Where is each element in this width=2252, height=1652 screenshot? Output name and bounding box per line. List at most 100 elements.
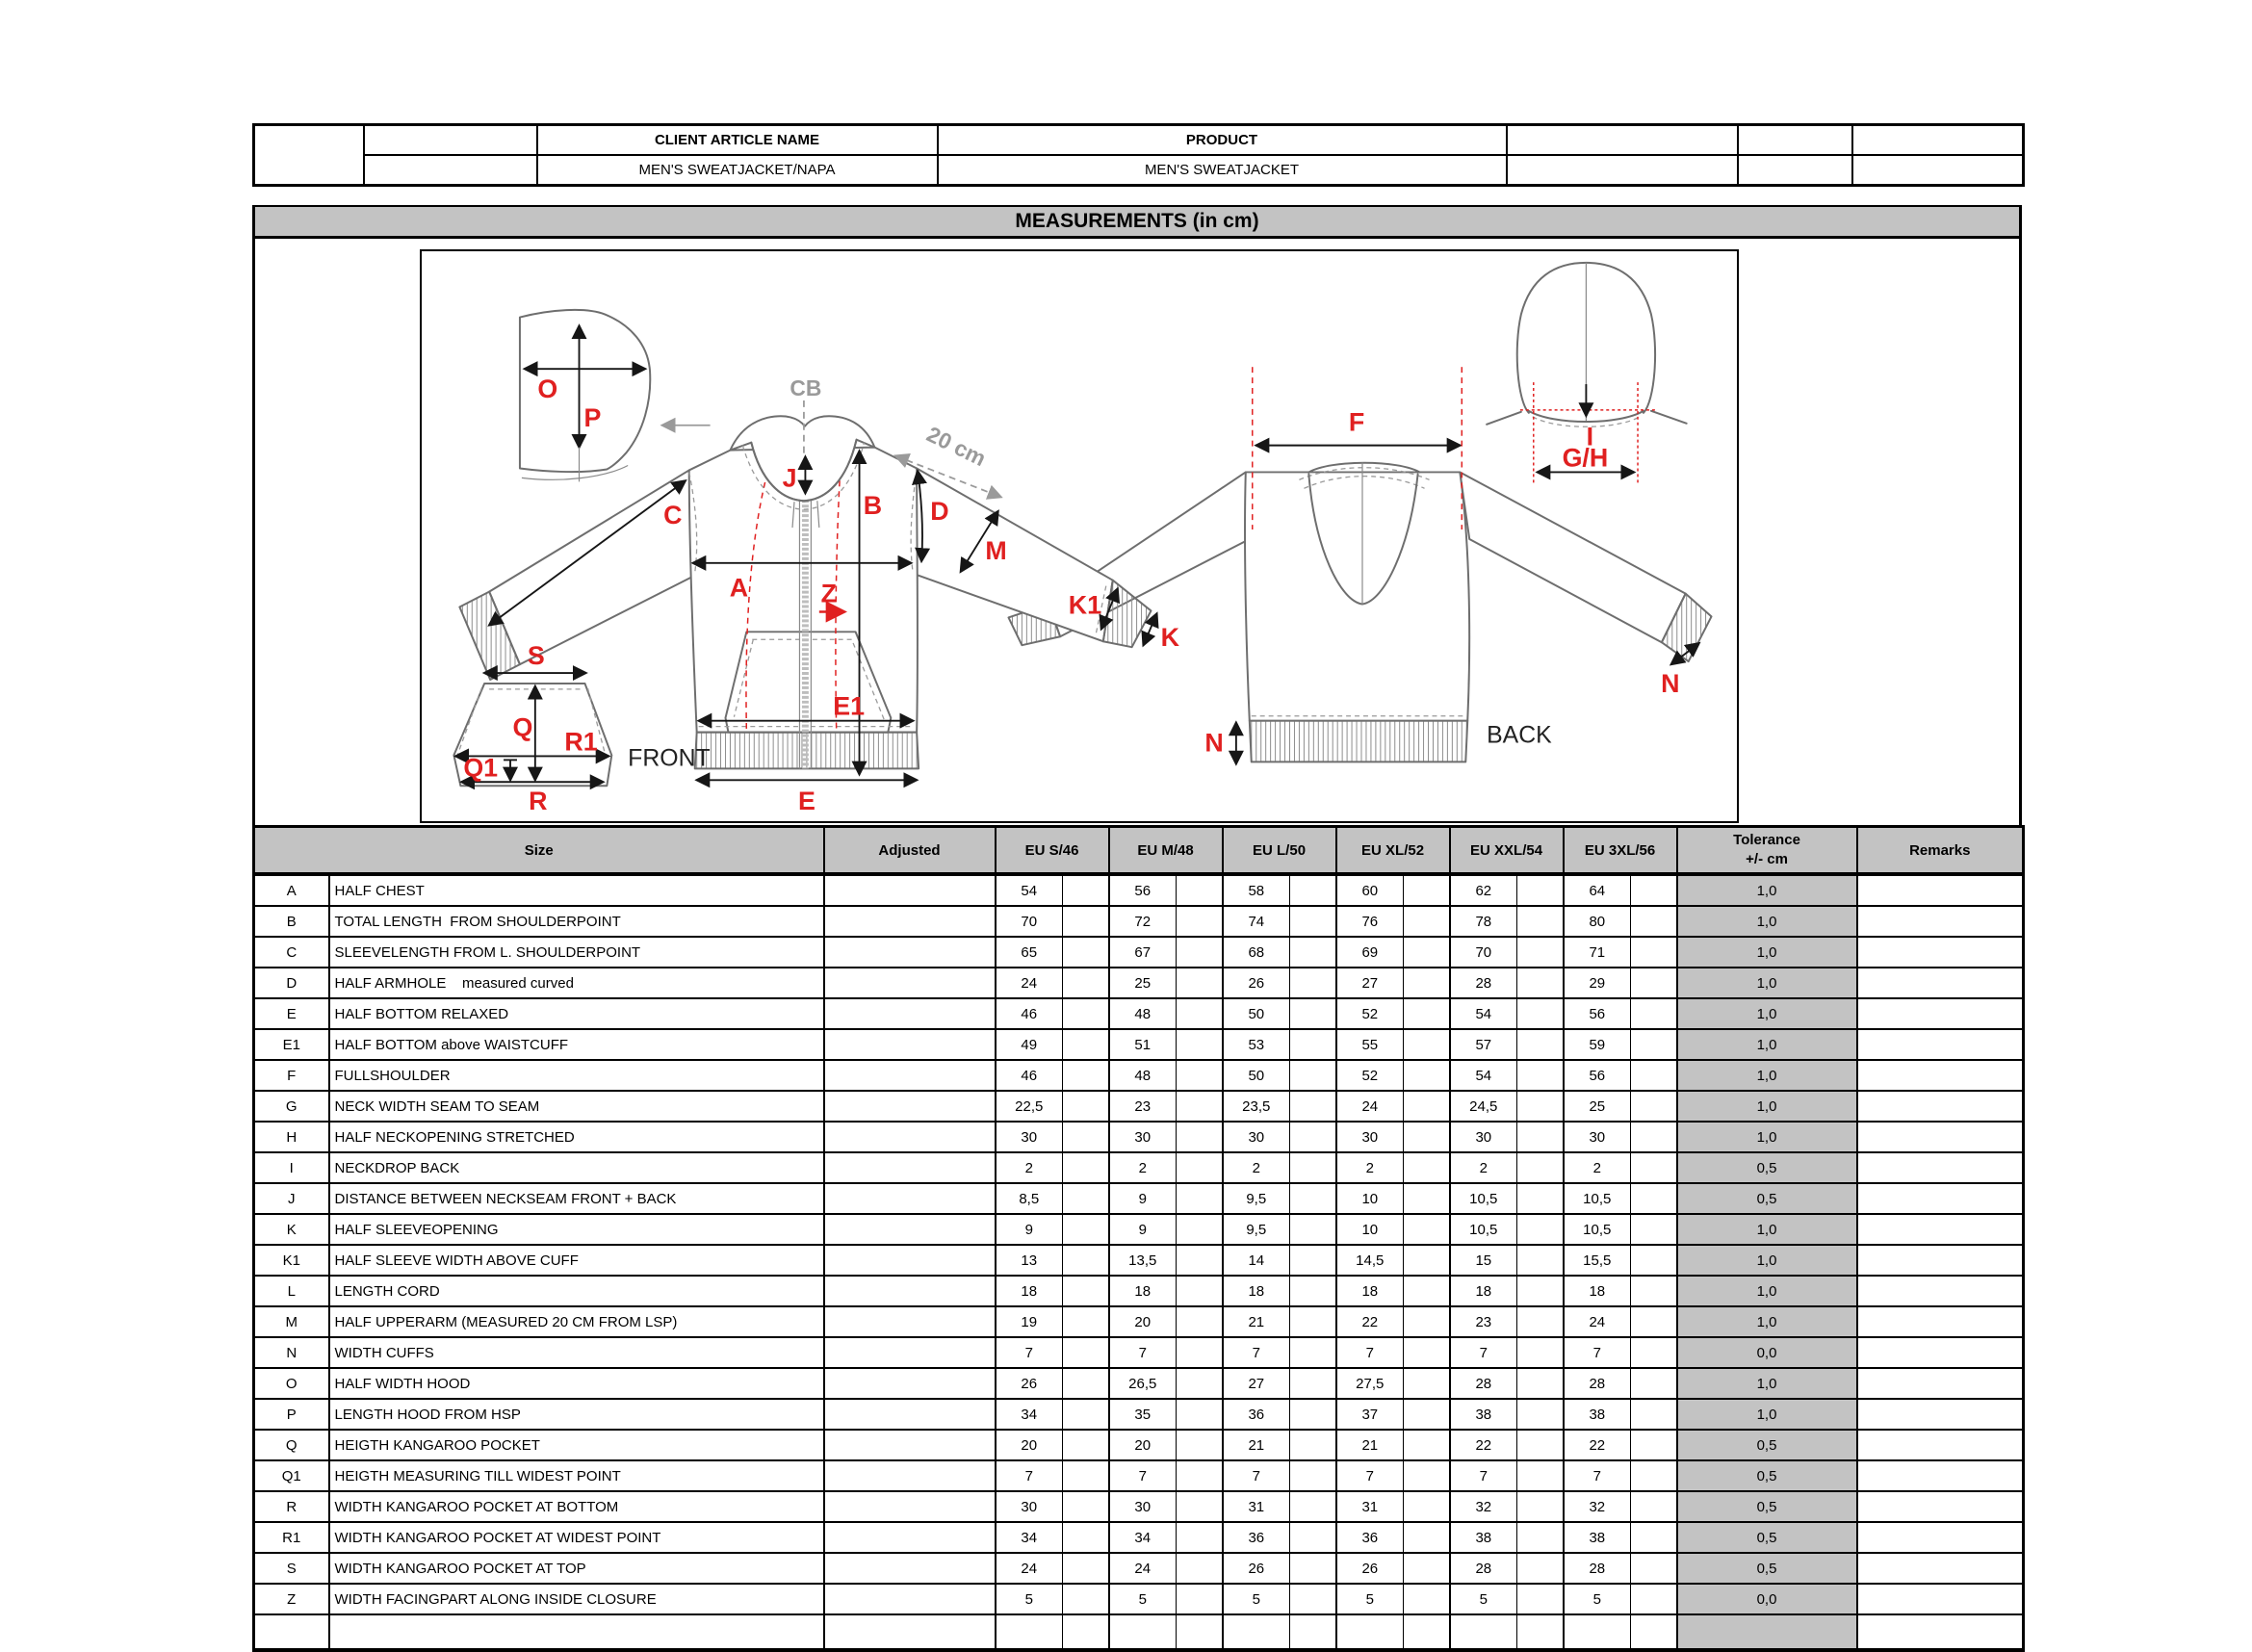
size-sub-cell xyxy=(1630,967,1678,999)
size-value-cell: 54 xyxy=(1448,997,1518,1030)
tolerance-column-header: Tolerance +/- cm xyxy=(1675,825,1858,876)
label-I: I xyxy=(1587,423,1593,452)
size-sub-cell xyxy=(1062,905,1110,938)
size-sub-cell xyxy=(1289,967,1337,999)
size-value-cell: 65 xyxy=(994,936,1064,968)
measurement-row-I: I NECKDROP BACK 2 2 2 2 2 2 0,5 xyxy=(252,1151,2025,1184)
size-sub-cell xyxy=(1176,1336,1224,1369)
size-sub-cell xyxy=(1630,1213,1678,1246)
client-article-name-header: CLIENT ARTICLE NAME xyxy=(535,123,939,156)
size-value-cell: 76 xyxy=(1334,905,1405,938)
measurement-row-M: M HALF UPPERARM (MEASURED 20 CM FROM LSP)… xyxy=(252,1305,2025,1338)
size-sub-cell xyxy=(1289,997,1337,1030)
row-code: P xyxy=(252,1398,330,1431)
size-sub-cell xyxy=(1516,1090,1565,1123)
size-sub-cell xyxy=(1630,1028,1678,1061)
measurement-row-R: R WIDTH KANGAROO POCKET AT BOTTOM 30 30 31 31… xyxy=(252,1490,2025,1523)
size-sub-cell xyxy=(1516,1151,1565,1184)
size-sub-cell xyxy=(1630,997,1678,1030)
size-sub-cell xyxy=(1062,873,1110,907)
row-description: WIDTH FACINGPART ALONG INSIDE CLOSURE xyxy=(327,1583,825,1615)
tolerance-cell: 1,0 xyxy=(1675,1275,1858,1307)
size-value-cell: 28 xyxy=(1448,1552,1518,1585)
size-sub-cell xyxy=(1176,1521,1224,1554)
size-sub-cell xyxy=(1630,1305,1678,1338)
size-value-cell: 7 xyxy=(1562,1459,1632,1492)
label-cb: CB xyxy=(789,375,821,400)
size-value-cell: 14 xyxy=(1221,1244,1291,1277)
tolerance-cell: 0,5 xyxy=(1675,1429,1858,1461)
tolerance-cell: 1,0 xyxy=(1675,967,1858,999)
product-value: MEN'S SWEATJACKET xyxy=(936,154,1508,187)
size-sub-cell xyxy=(1176,1490,1224,1523)
size-sub-cell xyxy=(1176,1213,1224,1246)
size-sub-cell xyxy=(1289,1398,1337,1431)
top-cell-empty xyxy=(1505,154,1739,187)
size-value-cell: 30 xyxy=(1334,1121,1405,1153)
size-sub-cell xyxy=(1062,1244,1110,1277)
size-value-cell: 21 xyxy=(1221,1305,1291,1338)
size-sub-cell xyxy=(1176,1305,1224,1338)
adjusted-cell xyxy=(822,1490,997,1523)
remarks-cell xyxy=(1855,1336,2025,1369)
size-value-cell: 5 xyxy=(1448,1583,1518,1615)
size-sub-cell xyxy=(1062,1429,1110,1461)
adjusted-cell xyxy=(822,1090,997,1123)
size-value-cell: 70 xyxy=(994,905,1064,938)
size-sub-cell xyxy=(1630,1398,1678,1431)
size-value-cell: 26 xyxy=(1334,1552,1405,1585)
row-code: C xyxy=(252,936,330,968)
label-front: FRONT xyxy=(628,745,711,771)
size-sub-cell xyxy=(1289,1151,1337,1184)
size-sub-cell xyxy=(1630,1429,1678,1461)
size-value-cell: 7 xyxy=(1107,1336,1178,1369)
remarks-cell xyxy=(1855,1367,2025,1400)
adjusted-cell xyxy=(822,1213,997,1246)
size-value-cell: 2 xyxy=(1448,1151,1518,1184)
adjusted-cell xyxy=(822,1059,997,1092)
size-value-cell xyxy=(1334,1613,1405,1652)
top-header-row: CLIENT ARTICLE NAME PRODUCT xyxy=(252,123,2025,187)
row-description: HALF ARMHOLE measured curved xyxy=(327,967,825,999)
label-E1: E1 xyxy=(833,692,865,721)
size-value-cell: 28 xyxy=(1562,1552,1632,1585)
size-value-cell: 30 xyxy=(1562,1121,1632,1153)
size-value-cell: 15 xyxy=(1448,1244,1518,1277)
size-sub-cell xyxy=(1516,1244,1565,1277)
size-value-cell: 7 xyxy=(1562,1336,1632,1369)
size-sub-cell xyxy=(1630,1090,1678,1123)
label-R1: R1 xyxy=(564,727,597,756)
size-sub-cell xyxy=(1403,1521,1451,1554)
back-hood-detail xyxy=(1486,261,1688,484)
row-code: N xyxy=(252,1336,330,1369)
remarks-cell xyxy=(1855,1583,2025,1615)
size-sub-cell xyxy=(1176,1151,1224,1184)
row-code: Z xyxy=(252,1583,330,1615)
size-value-cell: 38 xyxy=(1448,1521,1518,1554)
size-eu-xxl54-header: EU XXL/54 xyxy=(1448,825,1565,876)
size-value-cell: 10 xyxy=(1334,1213,1405,1246)
size-value-cell: 26 xyxy=(1221,967,1291,999)
size-value-cell: 2 xyxy=(1221,1151,1291,1184)
size-sub-cell xyxy=(1630,1151,1678,1184)
top-id-table: CLIENT ARTICLE NAME PRODUCT MEN'S SWEATJ… xyxy=(252,123,2025,187)
remarks-cell xyxy=(1855,1090,2025,1123)
label-M: M xyxy=(985,536,1006,565)
size-sub-cell xyxy=(1516,1459,1565,1492)
size-value-cell: 5 xyxy=(1562,1583,1632,1615)
size-value-cell: 51 xyxy=(1107,1028,1178,1061)
measurement-row-Q: Q HEIGTH KANGAROO POCKET 20 20 21 21 22 22 0,5 xyxy=(252,1429,2025,1461)
size-value-cell: 38 xyxy=(1562,1398,1632,1431)
row-code xyxy=(252,1613,330,1652)
sheet-body: MEASUREMENTS (in cm) xyxy=(252,205,2022,825)
size-value-cell xyxy=(1448,1613,1518,1652)
remarks-cell xyxy=(1855,1459,2025,1492)
size-sub-cell xyxy=(1062,1121,1110,1153)
label-D: D xyxy=(930,497,948,526)
tolerance-cell: 1,0 xyxy=(1675,1059,1858,1092)
size-value-cell: 62 xyxy=(1448,873,1518,907)
row-code: E xyxy=(252,997,330,1030)
size-value-cell: 13,5 xyxy=(1107,1244,1178,1277)
measurements-header-row: Size Adjusted EU S/46 EU M/48 EU L/50 EU… xyxy=(252,825,2025,876)
label-P: P xyxy=(583,403,601,432)
